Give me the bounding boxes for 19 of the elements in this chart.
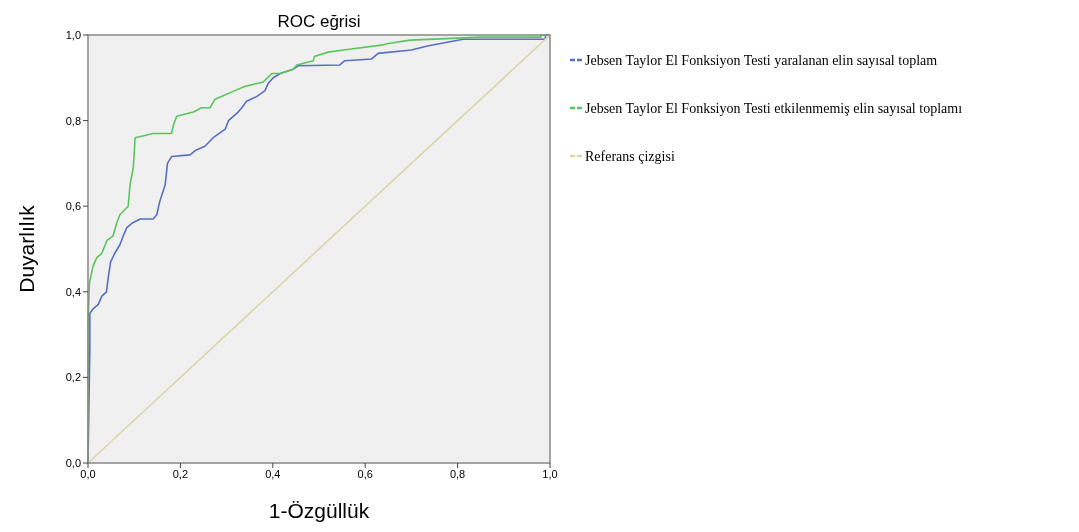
- x-tick-label: 0,8: [449, 468, 466, 480]
- legend-label: Jebsen Taylor El Fonksiyon Testi etkilenmemiş elin sayısal toplamı: [585, 101, 963, 116]
- y-tick-label: 0,6: [65, 200, 81, 213]
- y-tick-label: 0,0: [65, 457, 81, 469]
- x-tick-label: 1,0: [542, 468, 558, 480]
- x-axis-title: 1-Özgüllük: [268, 499, 370, 522]
- x-tick-label: 0,4: [265, 468, 281, 480]
- y-tick-label: 1,0: [65, 29, 81, 41]
- y-tick-label: 0,8: [65, 114, 81, 127]
- line-series: [87, 34, 551, 464]
- y-axis-title: Duyarlılık: [15, 204, 38, 293]
- x-tick-label: 0,6: [357, 468, 373, 480]
- legend-label: Jebsen Taylor El Fonksiyon Testi yaralanan elin sayısal toplam: [585, 53, 938, 68]
- y-tick-label: 0,2: [65, 371, 81, 384]
- x-tick-label: 0,0: [80, 468, 96, 480]
- x-tick-label: 0,2: [172, 468, 189, 480]
- legend-label: Referans çizgisi: [585, 149, 675, 164]
- y-tick-label: 0,4: [65, 285, 81, 298]
- chart-title: ROC eğrisi: [277, 12, 361, 31]
